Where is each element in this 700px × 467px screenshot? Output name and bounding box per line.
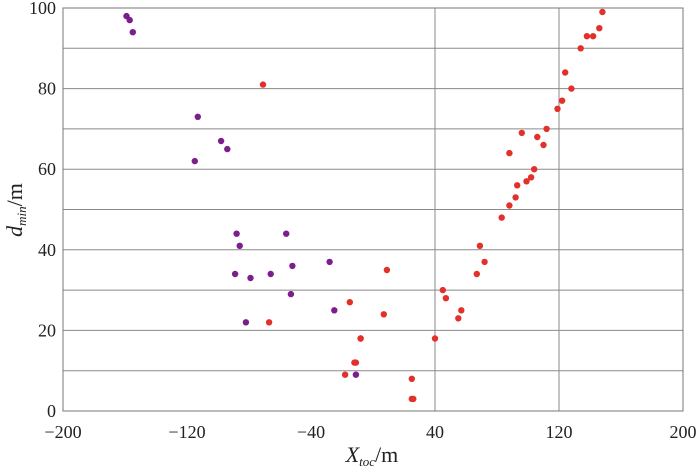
- data-point: [599, 8, 606, 16]
- x-axis-label-main: X: [345, 442, 361, 467]
- data-point: [242, 319, 250, 326]
- data-point: [506, 149, 513, 157]
- y-axis-label-unit: /m: [2, 183, 27, 206]
- data-point: [455, 315, 462, 322]
- data-point: [527, 174, 535, 181]
- data-point: [351, 359, 358, 366]
- data-point: [442, 295, 450, 302]
- data-point: [194, 113, 201, 121]
- y-tick-label: 60: [38, 159, 56, 179]
- y-tick-label: 20: [38, 320, 56, 340]
- data-point: [265, 319, 273, 326]
- data-point: [534, 133, 541, 141]
- data-point: [577, 45, 584, 52]
- data-point: [287, 290, 295, 298]
- data-point: [473, 270, 480, 278]
- data-point: [331, 307, 338, 314]
- data-point: [247, 274, 254, 282]
- data-point: [439, 286, 446, 294]
- data-point: [224, 145, 231, 153]
- data-point: [326, 258, 333, 266]
- x-tick-labels: −200 −120 −40 40 120 200: [44, 422, 696, 442]
- data-point: [341, 371, 349, 378]
- data-point: [129, 29, 136, 36]
- data-point: [380, 311, 387, 318]
- data-point: [259, 81, 267, 88]
- data-point: [523, 178, 530, 185]
- data-point: [512, 194, 519, 201]
- x-tick-label: 120: [546, 422, 573, 442]
- y-tick-label: 40: [38, 240, 56, 260]
- x-tick-label: −120: [168, 422, 205, 442]
- data-point: [596, 25, 603, 32]
- data-point: [233, 230, 240, 237]
- data-point: [410, 395, 417, 403]
- data-point: [408, 375, 415, 382]
- data-point: [352, 371, 360, 378]
- y-axis-label: dmin/m: [2, 183, 29, 237]
- data-point: [554, 105, 561, 113]
- y-tick-labels: 0 20 40 60 80 100: [29, 0, 56, 421]
- x-axis-label: Xtoc/m: [345, 442, 399, 467]
- x-tick-label: 40: [426, 422, 444, 442]
- x-tick-label: −200: [44, 422, 81, 442]
- data-point: [236, 242, 243, 249]
- data-point: [568, 85, 575, 92]
- y-tick-label: 0: [47, 401, 56, 421]
- data-point: [540, 141, 547, 149]
- x-axis-label-sub: toc: [359, 454, 375, 467]
- data-point: [531, 166, 538, 173]
- data-point: [558, 97, 566, 104]
- data-point: [346, 299, 353, 306]
- data-point: [498, 214, 505, 221]
- data-point: [458, 307, 465, 314]
- plot-frame: [62, 7, 684, 412]
- data-point: [126, 16, 133, 24]
- data-point: [514, 182, 521, 189]
- data-point: [431, 335, 439, 342]
- y-tick-label: 100: [29, 0, 56, 18]
- x-axis-label-unit: /m: [375, 442, 398, 467]
- y-axis-label-sub: min: [14, 206, 29, 226]
- data-point: [589, 33, 597, 40]
- y-axis-label-main: d: [2, 225, 27, 237]
- x-tick-label: 200: [670, 422, 697, 442]
- data-point: [562, 69, 569, 76]
- grid-lines: [63, 8, 683, 411]
- data-point: [217, 137, 225, 145]
- y-tick-label: 80: [38, 79, 56, 99]
- data-point: [289, 262, 296, 270]
- data-point: [518, 129, 525, 137]
- data-point: [543, 125, 550, 133]
- data-point: [481, 258, 488, 266]
- x-tick-label: −40: [297, 422, 325, 442]
- data-point: [583, 33, 591, 40]
- data-point: [267, 270, 274, 278]
- data-point: [231, 270, 239, 278]
- data-point: [383, 266, 391, 274]
- data-point: [476, 242, 484, 249]
- data-point: [506, 202, 513, 209]
- data-point: [283, 230, 290, 237]
- data-point: [357, 335, 364, 342]
- data-point: [191, 157, 198, 165]
- data-points: [123, 8, 606, 403]
